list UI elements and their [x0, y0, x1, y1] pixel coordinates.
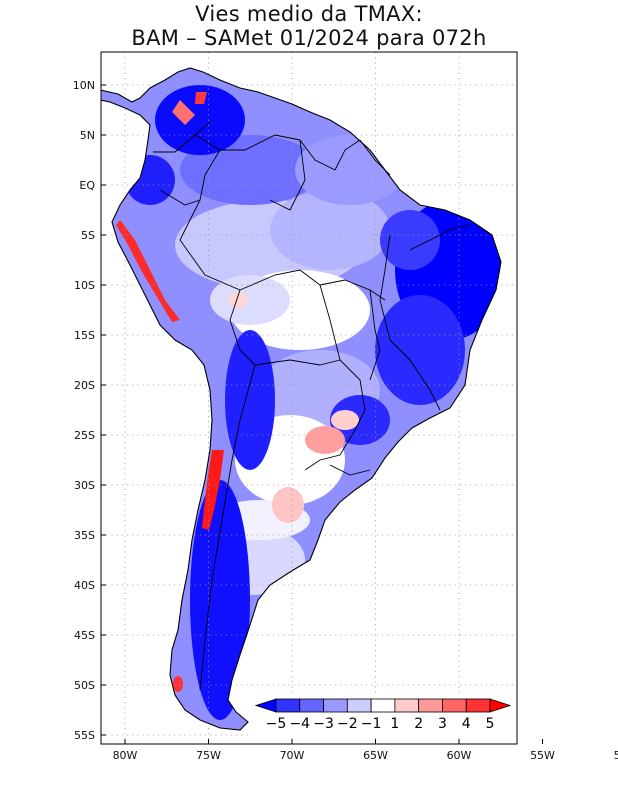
colorbar-label: 5 [486, 716, 495, 732]
peru-andes-red [116, 220, 180, 322]
colorbar-label: −2 [337, 716, 358, 732]
colorbar-label: −4 [289, 716, 310, 732]
maranhao-blue [380, 210, 440, 270]
colorbar-cell [442, 698, 467, 713]
lon-tick-label: 70W [280, 749, 305, 762]
uruguay-brazil-border [329, 464, 371, 476]
latitude-axis: 10N 5N EQ 5S 10S 15S 20S 25S 30S 35S 40S 45S 50S 55S [73, 79, 106, 742]
lat-tick-label: 5S [81, 229, 95, 242]
lon-tick-label: 75W [196, 749, 221, 762]
colombia-andes-red [172, 100, 195, 125]
pampas-pink [272, 487, 304, 523]
colorbar-label: 4 [462, 716, 471, 732]
andes-central-blue [225, 330, 275, 470]
brazil-state-line-5 [409, 359, 441, 411]
south-brazil-red [305, 426, 345, 454]
east-brazil-blue [375, 295, 465, 405]
amazon-east [270, 190, 390, 270]
colorbar-label: −5 [266, 716, 287, 732]
lon-tick-label: 65W [363, 749, 388, 762]
lat-tick-label: 40S [74, 579, 95, 592]
colorbar-label: 1 [390, 716, 399, 732]
bolivia-light [210, 275, 290, 325]
bolivia-brazil-north [239, 269, 321, 291]
brazil-state-line-2 [409, 224, 471, 251]
lat-tick-label: 35S [74, 529, 95, 542]
brazil-state-line-4 [369, 289, 381, 381]
colorbar-label: 3 [438, 716, 447, 732]
lat-tick-label: 30S [74, 479, 95, 492]
suriname-guiana-border [359, 139, 391, 176]
parana-pink [331, 410, 359, 430]
lon-tick-label: 80W [113, 749, 138, 762]
andes-south-blue [190, 480, 250, 720]
lat-tick-label: 20S [74, 379, 95, 392]
colombia-ecuador-border [153, 121, 211, 153]
colorbar-cell [418, 698, 443, 713]
lat-tick-label: 10N [73, 79, 95, 92]
lat-tick-label: 5N [80, 129, 95, 142]
colorbar: −5 −4 −3 −2 −1 1 2 3 4 5 [252, 695, 514, 738]
colorbar-cell [275, 698, 301, 713]
lat-tick-label: 10S [74, 279, 95, 292]
altiplano-pink [228, 292, 248, 308]
colorbar-cell [346, 698, 372, 713]
peru-brazil-border [179, 199, 241, 291]
colorbar-arrow-right [489, 698, 512, 713]
colombia-venezuela-border [194, 134, 301, 151]
lon-tick-label: 50W [614, 749, 618, 762]
colombia-strong-blue [155, 85, 245, 155]
lat-tick-label: 15S [74, 329, 95, 342]
bolivia-argentina-border [254, 359, 341, 366]
lat-tick-label: EQ [79, 179, 95, 192]
peru-bolivia-border [229, 289, 256, 366]
venezuela-andes-red [195, 92, 207, 104]
chile-andes-red [202, 450, 224, 530]
lon-tick-label: 60W [447, 749, 472, 762]
map-plot-area [101, 52, 517, 744]
coastline [101, 67, 502, 731]
colorbar-label: 2 [414, 716, 423, 732]
lat-tick-label: 50S [74, 679, 95, 692]
bolivia-brazil-east [319, 284, 341, 361]
longitude-axis: 80W75W70W65W60W55W50W45W40W35W [113, 739, 618, 762]
political-borders [153, 121, 471, 691]
paraguay-brazil-border [339, 359, 366, 431]
colorbar-cell [370, 698, 396, 713]
chile-argentina-border [199, 364, 256, 691]
lon-tick-label: 55W [530, 749, 555, 762]
lat-tick-label: 45S [74, 629, 95, 642]
guyana-suriname-border [334, 139, 361, 171]
colorbar-cell [394, 698, 420, 713]
brazil-state-line-1 [379, 234, 411, 361]
patagonia-south-red [173, 676, 183, 692]
colorbar-cell [299, 698, 324, 713]
colorbar-label: −3 [313, 716, 334, 732]
argentina-uruguay-north [304, 429, 356, 471]
colorbar-cell [465, 698, 491, 713]
map-title-line2: BAM – SAMet 01/2024 para 072h [131, 26, 487, 50]
lat-tick-label: 55S [74, 729, 95, 742]
venezuela-guyana-border [299, 139, 336, 171]
brazil-state-line-3 [319, 279, 386, 301]
map-title-line1: Vies medio da TMAX: [195, 2, 423, 26]
lat-tick-label: 25S [74, 429, 95, 442]
colorbar-cell [323, 698, 348, 713]
colorbar-label: −1 [361, 716, 382, 732]
venezuela-brazil-border [269, 139, 306, 211]
map-frame [100, 51, 518, 745]
